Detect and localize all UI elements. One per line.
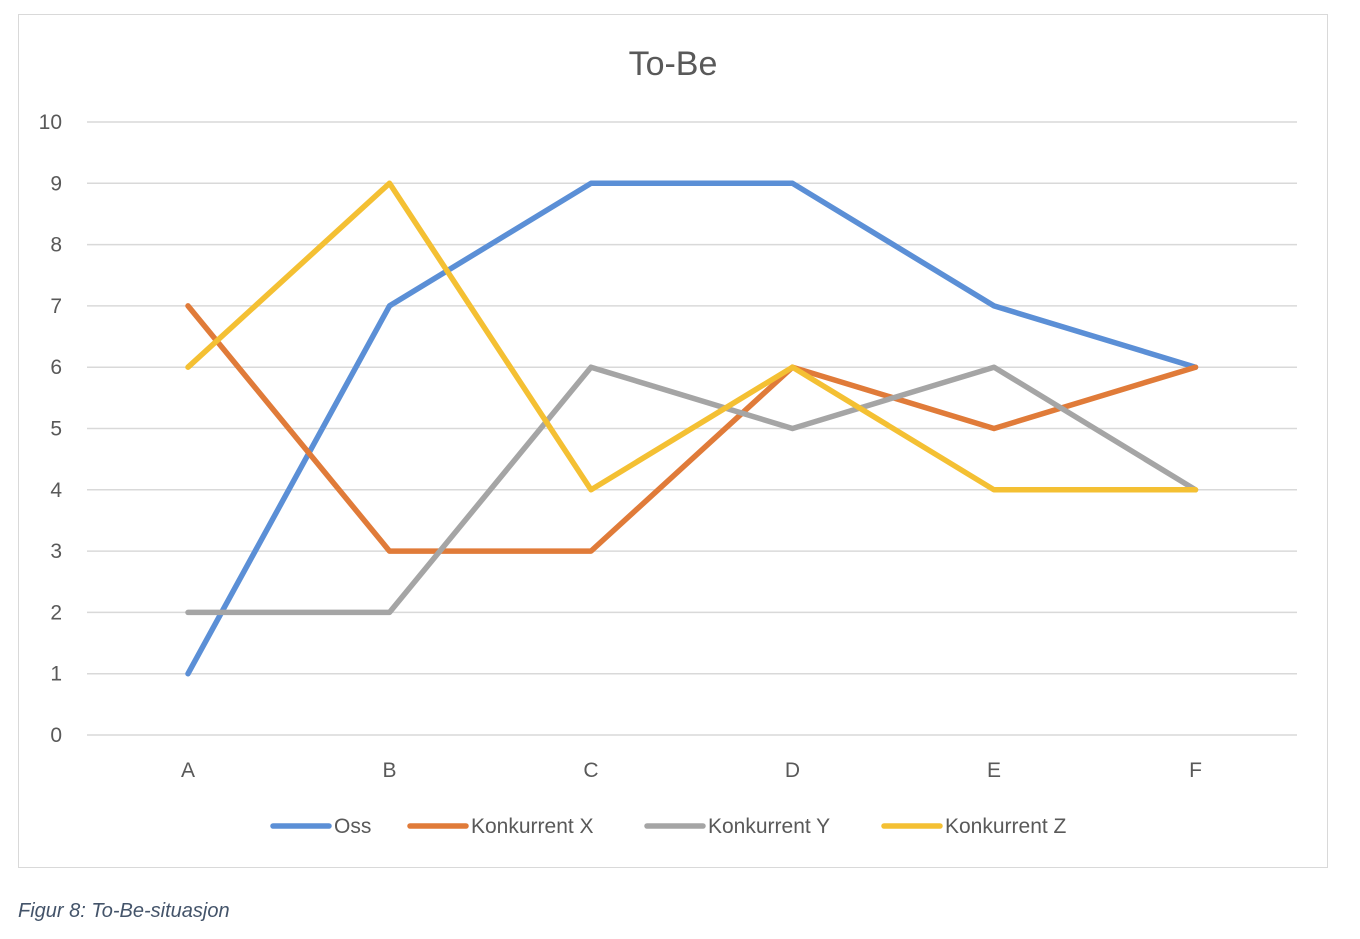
x-tick-label: B xyxy=(382,759,396,782)
legend-label: Oss xyxy=(334,815,371,838)
legend: Oss Konkurrent X Konkurrent Y Konkurrent Z xyxy=(270,815,1067,838)
y-tick-label: 3 xyxy=(50,540,62,563)
x-tick-label: A xyxy=(181,759,195,782)
y-tick-label: 1 xyxy=(50,663,62,686)
y-tick-label: 7 xyxy=(50,295,62,318)
x-tick-label: C xyxy=(583,759,598,782)
legend-label: Konkurrent X xyxy=(471,815,594,838)
y-tick-label: 2 xyxy=(50,601,62,624)
series-line-oss xyxy=(185,180,1199,677)
legend-label: Konkurrent Z xyxy=(945,815,1067,838)
x-tick-label: E xyxy=(987,759,1001,782)
y-tick-label: 5 xyxy=(50,418,62,441)
y-tick-label: 9 xyxy=(50,172,62,195)
figure-caption: Figur 8: To-Be-situasjon xyxy=(18,900,230,922)
series-line-konkurrent-y xyxy=(185,364,1199,616)
y-tick-label: 6 xyxy=(50,356,62,379)
y-tick-label: 10 xyxy=(39,111,62,134)
legend-label: Konkurrent Y xyxy=(708,815,830,838)
y-tick-label: 0 xyxy=(50,724,62,747)
y-axis-tick-labels: 0 1 2 3 4 5 6 7 8 9 10 xyxy=(39,111,63,747)
x-tick-label: F xyxy=(1189,759,1202,782)
x-tick-label: D xyxy=(785,759,800,782)
y-tick-label: 8 xyxy=(50,234,62,257)
series-line-konkurrent-z xyxy=(185,180,1199,493)
chart-title: To-Be xyxy=(629,45,718,83)
x-axis-tick-labels: A B C D E F xyxy=(181,759,1202,782)
y-tick-label: 4 xyxy=(50,479,62,502)
series-line-konkurrent-x xyxy=(185,303,1199,554)
series-lines xyxy=(185,180,1199,677)
